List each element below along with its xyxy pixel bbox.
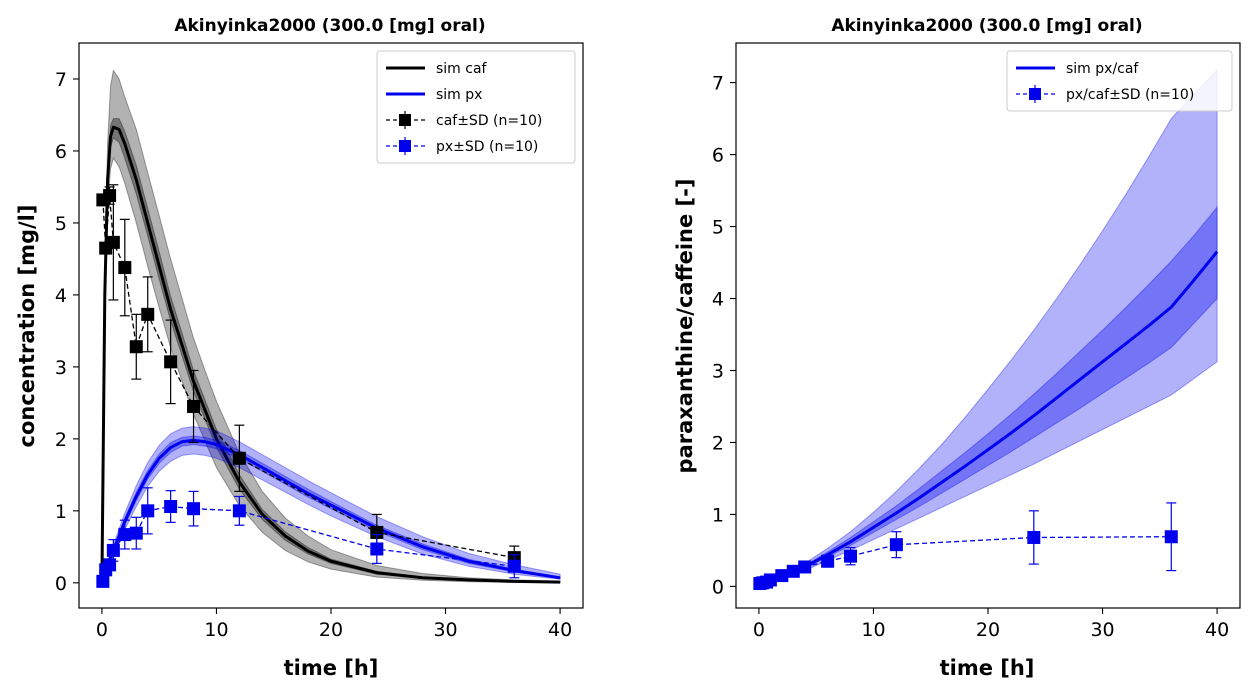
data-point [370, 525, 384, 539]
x-tick-label: 40 [548, 619, 572, 641]
y-tick-label: 6 [55, 141, 67, 163]
data-point [164, 355, 178, 369]
x-tick-label: 20 [976, 619, 1000, 641]
y-tick-label: 3 [712, 360, 724, 382]
y-tick-label: 2 [712, 432, 724, 454]
panel-concentration: Akinyinka2000 (300.0 [mg] oral) 0 10 20 30 4… [15, 16, 584, 680]
tick-labels: 0 10 20 30 40 0 1 2 3 4 5 6 7 [55, 69, 572, 641]
legend-box [1006, 50, 1233, 112]
x-tick-label: 10 [861, 619, 885, 641]
x-axis-label: time [h] [284, 656, 379, 680]
y-tick-label: 0 [712, 576, 724, 598]
y-tick-label: 4 [55, 285, 67, 307]
data-point [1027, 530, 1041, 544]
x-tick-label: 10 [204, 619, 228, 641]
data-point [889, 538, 903, 552]
legend-swatch-caf-data [386, 111, 425, 129]
sim-range-band [758, 68, 1218, 587]
y-tick-label: 5 [55, 213, 67, 235]
x-tick-label: 20 [319, 619, 343, 641]
x-tick-label: 0 [753, 619, 765, 641]
legend: sim px/caf px/caf±SD (n=10) [1006, 50, 1233, 112]
y-axis-label: concentration [mg/l] [15, 205, 39, 448]
data-point [106, 235, 120, 249]
data-point [786, 564, 800, 578]
x-axis-label: time [h] [940, 656, 1035, 680]
data-point [164, 500, 178, 514]
data-point [821, 554, 835, 568]
data-point [129, 340, 143, 354]
data-point [844, 549, 858, 563]
legend-label: sim px [436, 87, 482, 103]
panel-ratio: Akinyinka2000 (300.0 [mg] oral) 0 10 20 30 4… [673, 16, 1241, 680]
chart-title: Akinyinka2000 (300.0 [mg] oral) [831, 16, 1142, 36]
data-point [103, 189, 117, 203]
sim-mean-line [758, 250, 1219, 588]
data-point [141, 504, 155, 518]
chart-title: Akinyinka2000 (300.0 [mg] oral) [174, 16, 485, 36]
data-point [118, 261, 132, 275]
x-tick-label: 30 [1090, 619, 1114, 641]
y-axis-label: paraxanthine/caffeine [-] [673, 179, 697, 474]
legend-box [376, 50, 576, 164]
legend: sim caf sim px caf±SD (n=10) px±SD (n=10… [376, 50, 576, 164]
y-tick-label: 3 [55, 357, 67, 379]
data-point [106, 543, 120, 557]
y-tick-label: 1 [55, 501, 67, 523]
legend-label: caf±SD (n=10) [436, 113, 542, 129]
plot-area [753, 68, 1219, 591]
tick-labels: 0 10 20 30 40 0 1 2 3 4 5 6 7 [712, 73, 1229, 641]
data-point [232, 504, 246, 518]
data-point [370, 542, 384, 556]
data-point [187, 399, 201, 413]
x-tick-label: 40 [1205, 619, 1229, 641]
y-tick-label: 6 [712, 145, 724, 167]
data-point [187, 502, 201, 516]
x-tick-label: 0 [96, 619, 108, 641]
y-tick-label: 5 [712, 217, 724, 239]
legend-swatch-px-caf-data [1016, 85, 1055, 103]
y-tick-label: 1 [712, 504, 724, 526]
sim-mean-line [100, 438, 561, 584]
legend-label: sim px/caf [1066, 61, 1139, 77]
data-point [96, 574, 110, 588]
data-point [232, 451, 246, 465]
data-point [118, 528, 132, 542]
plot-area [96, 69, 561, 588]
y-tick-label: 0 [55, 573, 67, 595]
y-tick-label: 7 [712, 73, 724, 95]
legend-label: px/caf±SD (n=10) [1066, 87, 1194, 103]
legend-label: px±SD (n=10) [436, 139, 538, 155]
legend-swatch-px-data [386, 137, 425, 155]
data-point [798, 560, 812, 574]
data-point [507, 559, 521, 573]
data-point [775, 569, 789, 583]
data-point [763, 573, 777, 587]
y-tick-label: 4 [712, 289, 724, 311]
data-point [1164, 530, 1178, 544]
x-tick-label: 30 [433, 619, 457, 641]
data-point [129, 526, 143, 540]
data-point [141, 307, 155, 321]
data-point [103, 558, 117, 572]
legend-label: sim caf [436, 61, 488, 77]
y-tick-label: 7 [55, 69, 67, 91]
y-tick-label: 2 [55, 429, 67, 451]
